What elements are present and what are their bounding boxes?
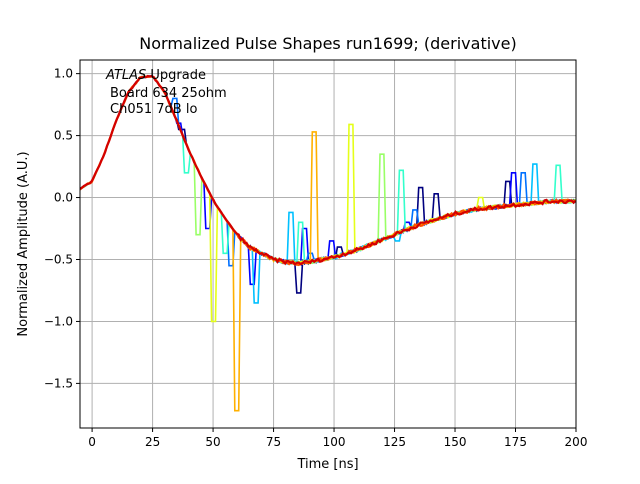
annotation-line2: Board 634 25ohm [110,86,227,101]
plot-frame [79,59,577,429]
axis-ticks: 0 25 50 75 100 125 150 175 200 1.0 0.5 0.0 −0.5 −1.0 −… [44,67,588,449]
y-tick-label: 0.0 [54,191,73,205]
y-tick-label: −0.5 [44,252,73,266]
annotation-atlas: ATLAS [105,68,146,83]
y-axis-label: Normalized Amplitude (A.U.) [16,151,31,336]
x-tick-label: 0 [88,435,96,449]
y-tick-label: −1.0 [44,314,73,328]
annotation-line1: ATLAS Upgrade [105,68,206,83]
x-tick-label: 75 [266,435,281,449]
x-tick-label: 175 [504,435,527,449]
y-tick-label: −1.5 [44,376,73,390]
annotation-line3: Ch051 7dB lo [110,102,197,117]
x-tick-label: 200 [565,435,588,449]
series-lines [80,74,576,412]
annotation-upgrade: Upgrade [146,68,206,83]
series-line-7 [80,75,576,412]
x-tick-label: 50 [205,435,220,449]
series-line-9 [80,74,576,266]
x-tick-label: 150 [444,435,467,449]
x-tick-label: 25 [145,435,160,449]
y-tick-label: 1.0 [54,67,73,81]
y-tick-label: 0.5 [54,129,73,143]
x-tick-label: 100 [323,435,346,449]
x-tick-label: 125 [383,435,406,449]
chart-title: Normalized Pulse Shapes run1699; (deriva… [139,34,516,53]
x-axis-label: Time [ns] [296,457,358,472]
